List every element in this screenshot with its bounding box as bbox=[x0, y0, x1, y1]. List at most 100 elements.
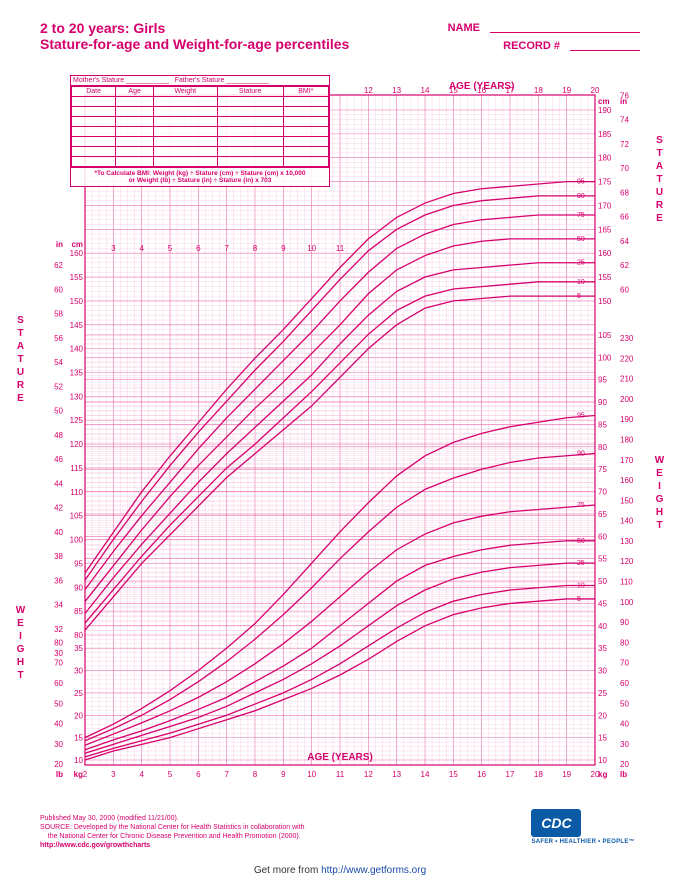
svg-text:20: 20 bbox=[74, 711, 83, 720]
svg-text:6: 6 bbox=[196, 244, 201, 253]
svg-text:10: 10 bbox=[307, 770, 316, 779]
svg-text:44: 44 bbox=[54, 479, 63, 488]
svg-text:11: 11 bbox=[336, 244, 345, 253]
data-entry-table: Mother's Stature ___________ Father's St… bbox=[70, 75, 330, 187]
svg-text:20: 20 bbox=[620, 760, 629, 769]
svg-text:lb: lb bbox=[56, 770, 63, 779]
svg-text:10: 10 bbox=[577, 279, 585, 286]
svg-text:4: 4 bbox=[139, 244, 144, 253]
svg-text:70: 70 bbox=[54, 659, 63, 668]
svg-text:62: 62 bbox=[54, 261, 63, 270]
cdc-tagline: SAFER • HEALTHIER • PEOPLE™ bbox=[531, 839, 635, 845]
svg-text:10: 10 bbox=[577, 583, 585, 590]
svg-text:85: 85 bbox=[598, 420, 607, 429]
svg-text:55: 55 bbox=[598, 555, 607, 564]
svg-text:18: 18 bbox=[534, 770, 543, 779]
svg-text:46: 46 bbox=[54, 455, 63, 464]
svg-text:190: 190 bbox=[620, 415, 634, 424]
svg-text:50: 50 bbox=[577, 538, 585, 545]
svg-text:135: 135 bbox=[70, 369, 84, 378]
svg-text:15: 15 bbox=[449, 86, 458, 95]
svg-text:160: 160 bbox=[620, 476, 634, 485]
record-underline bbox=[570, 50, 640, 51]
svg-text:16: 16 bbox=[477, 86, 486, 95]
stature-label-left: STATURE bbox=[15, 315, 26, 406]
svg-text:72: 72 bbox=[620, 140, 629, 149]
svg-text:60: 60 bbox=[620, 679, 629, 688]
svg-text:6: 6 bbox=[196, 770, 201, 779]
svg-text:7: 7 bbox=[224, 770, 229, 779]
svg-text:80: 80 bbox=[54, 638, 63, 647]
svg-text:12: 12 bbox=[364, 770, 373, 779]
svg-text:8: 8 bbox=[253, 244, 258, 253]
svg-text:62: 62 bbox=[620, 261, 629, 270]
svg-text:54: 54 bbox=[54, 358, 63, 367]
name-label: NAME bbox=[448, 22, 480, 34]
svg-text:17: 17 bbox=[506, 86, 515, 95]
svg-text:in: in bbox=[56, 240, 63, 249]
svg-text:75: 75 bbox=[598, 465, 607, 474]
growth-chart: STATURE STATURE WEIGHT WEIGHT Mother's S… bbox=[40, 75, 640, 795]
svg-text:115: 115 bbox=[70, 464, 83, 473]
svg-text:25: 25 bbox=[577, 560, 585, 567]
cdc-badge: CDC SAFER • HEALTHIER • PEOPLE™ bbox=[531, 809, 635, 845]
svg-text:18: 18 bbox=[534, 86, 543, 95]
svg-text:230: 230 bbox=[620, 334, 634, 343]
svg-text:14: 14 bbox=[421, 770, 430, 779]
svg-text:7: 7 bbox=[224, 244, 229, 253]
svg-text:74: 74 bbox=[620, 116, 629, 125]
svg-text:100: 100 bbox=[598, 353, 612, 362]
svg-text:68: 68 bbox=[620, 188, 629, 197]
svg-text:70: 70 bbox=[620, 164, 629, 173]
svg-text:70: 70 bbox=[598, 488, 607, 497]
svg-text:cm: cm bbox=[71, 240, 83, 249]
svg-text:35: 35 bbox=[74, 644, 83, 653]
svg-text:10: 10 bbox=[74, 756, 83, 765]
record-label: RECORD # bbox=[503, 40, 560, 52]
svg-text:120: 120 bbox=[70, 440, 84, 449]
svg-text:65: 65 bbox=[598, 510, 607, 519]
svg-text:60: 60 bbox=[620, 285, 629, 294]
title-line1: 2 to 20 years: Girls bbox=[40, 20, 640, 36]
weight-label-right: WEIGHT bbox=[654, 455, 665, 533]
svg-text:90: 90 bbox=[598, 398, 607, 407]
svg-text:155: 155 bbox=[70, 273, 84, 282]
svg-text:160: 160 bbox=[598, 249, 612, 258]
svg-text:80: 80 bbox=[74, 631, 83, 640]
svg-text:9: 9 bbox=[281, 244, 286, 253]
svg-text:42: 42 bbox=[54, 504, 63, 513]
svg-text:120: 120 bbox=[620, 557, 634, 566]
svg-text:AGE (YEARS): AGE (YEARS) bbox=[307, 752, 373, 763]
svg-text:105: 105 bbox=[598, 331, 612, 340]
svg-text:140: 140 bbox=[70, 345, 84, 354]
svg-text:50: 50 bbox=[577, 236, 585, 243]
svg-text:34: 34 bbox=[54, 601, 63, 610]
svg-text:52: 52 bbox=[54, 382, 63, 391]
svg-text:25: 25 bbox=[577, 260, 585, 267]
cdc-logo: CDC bbox=[531, 809, 581, 837]
svg-text:lb: lb bbox=[620, 770, 627, 779]
svg-text:50: 50 bbox=[620, 699, 629, 708]
svg-text:180: 180 bbox=[620, 435, 634, 444]
svg-text:30: 30 bbox=[54, 740, 63, 749]
svg-text:170: 170 bbox=[598, 201, 612, 210]
svg-text:kg: kg bbox=[74, 770, 83, 779]
svg-text:95: 95 bbox=[577, 179, 585, 186]
svg-text:58: 58 bbox=[54, 310, 63, 319]
svg-text:200: 200 bbox=[620, 395, 634, 404]
svg-text:cm: cm bbox=[598, 97, 610, 106]
svg-text:150: 150 bbox=[70, 297, 84, 306]
svg-text:140: 140 bbox=[620, 517, 634, 526]
svg-text:220: 220 bbox=[620, 354, 634, 363]
getmore-url[interactable]: http://www.getforms.org bbox=[321, 865, 426, 876]
svg-text:90: 90 bbox=[577, 193, 585, 200]
svg-text:in: in bbox=[620, 97, 627, 106]
svg-text:32: 32 bbox=[54, 625, 63, 634]
svg-text:50: 50 bbox=[54, 699, 63, 708]
svg-text:19: 19 bbox=[562, 770, 571, 779]
svg-text:40: 40 bbox=[54, 528, 63, 537]
svg-text:100: 100 bbox=[70, 536, 84, 545]
getmore-prefix: Get more from bbox=[254, 865, 321, 876]
svg-text:170: 170 bbox=[620, 456, 634, 465]
svg-text:150: 150 bbox=[620, 496, 634, 505]
